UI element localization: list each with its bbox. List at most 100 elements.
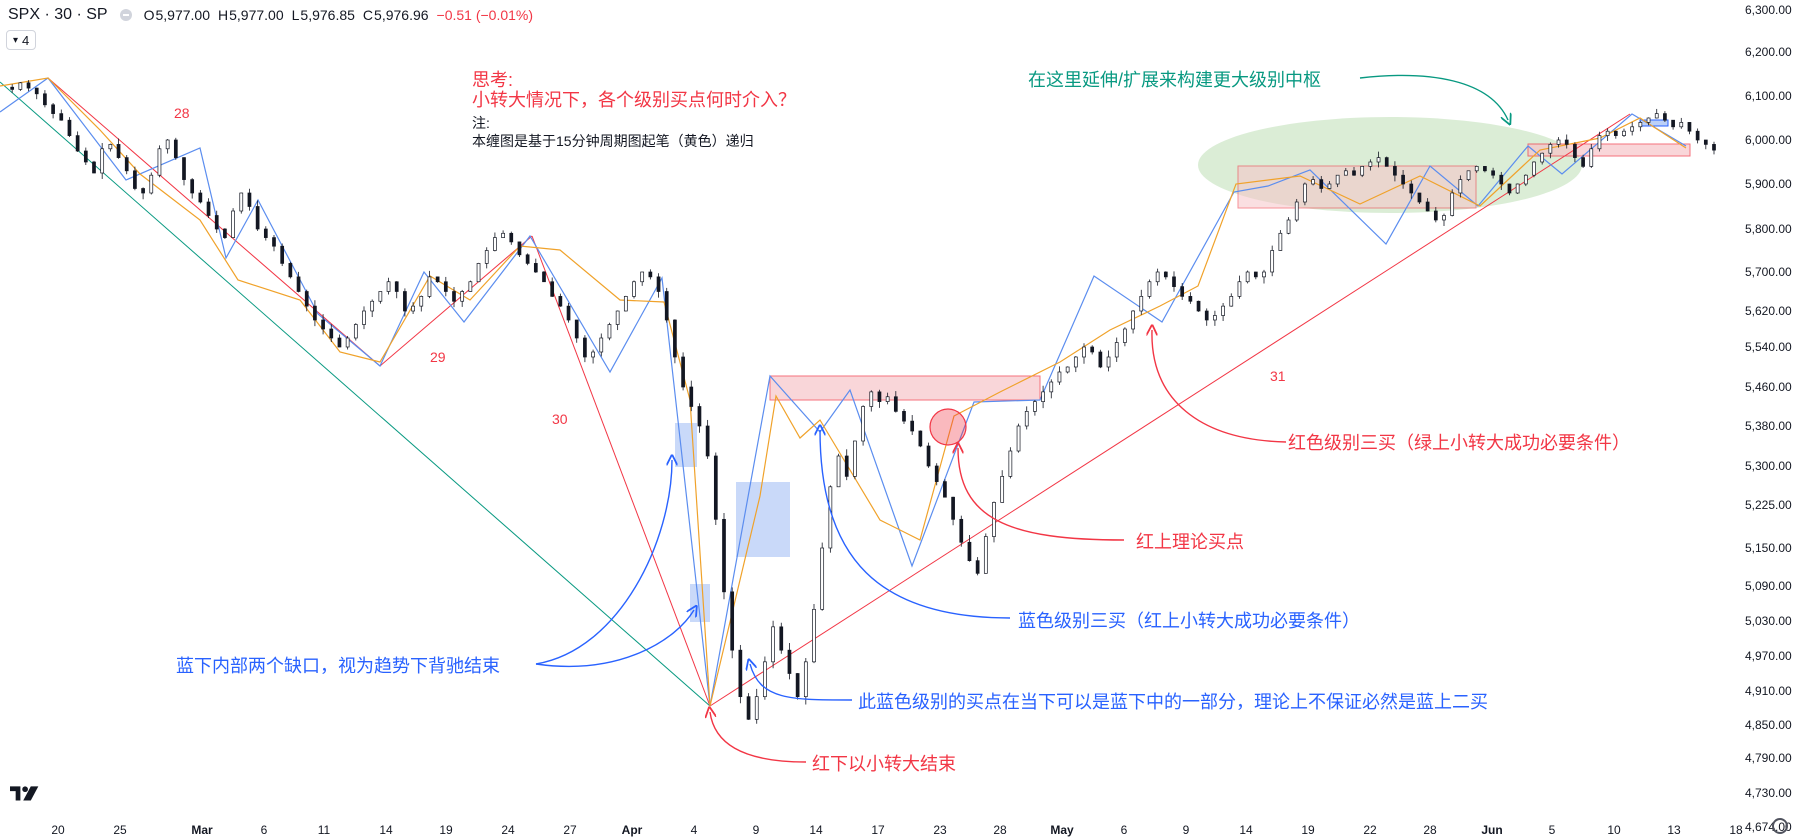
candle-body — [730, 591, 735, 651]
y-tick-label: 5,620.00 — [1745, 304, 1792, 318]
candle-body — [1123, 328, 1127, 343]
y-tick-label: 6,200.00 — [1745, 45, 1792, 59]
candle-body — [345, 337, 350, 348]
candle-body — [419, 296, 424, 307]
x-tick-label: May — [1050, 823, 1074, 837]
candle-body — [493, 237, 497, 251]
candle-body — [394, 281, 399, 292]
candle-body — [1229, 296, 1234, 307]
candle-body — [738, 649, 743, 698]
arrow-red-third-buy — [1152, 330, 1287, 443]
candle-body — [1671, 119, 1675, 128]
arrow-blue-gaps-1 — [535, 460, 672, 665]
candle-body — [1049, 381, 1054, 393]
candle-body — [550, 281, 555, 297]
candle-body — [1622, 130, 1626, 136]
candle-body — [1425, 201, 1430, 212]
green-extension-label: 在这里延伸/扩展来构建更大级别中枢 — [1028, 70, 1321, 90]
x-tick-label: Jun — [1481, 823, 1502, 837]
candle-body — [632, 281, 636, 297]
candle-body — [1090, 346, 1095, 353]
y-tick-label: 5,380.00 — [1745, 419, 1792, 433]
candle-body — [1712, 144, 1716, 151]
high-label: H — [217, 7, 229, 23]
candle-body — [787, 649, 792, 674]
candle-body — [820, 547, 825, 610]
candle-body — [1450, 192, 1455, 216]
candle-body — [443, 281, 448, 292]
candle-body — [795, 673, 800, 698]
candle-body — [1433, 210, 1438, 221]
candle-body — [34, 87, 39, 95]
candle-body — [836, 455, 841, 488]
symbol-title[interactable]: SPX · 30 · SP — [8, 6, 108, 23]
x-tick-label: 27 — [563, 823, 577, 837]
candle-body — [705, 425, 710, 457]
candle-body — [337, 337, 342, 348]
candle-body — [918, 430, 923, 447]
y-tick-label: 6,100.00 — [1745, 89, 1792, 103]
candle-body — [460, 291, 465, 302]
candle-body — [452, 291, 456, 302]
candle-body — [1573, 144, 1577, 158]
price-axis[interactable]: 6,300.00 6,200.00 6,100.00 6,000.00 5,900.00… — [1745, 3, 1792, 834]
candle-body — [1139, 296, 1144, 312]
candle-body — [1204, 310, 1209, 321]
green-trend-line — [0, 81, 711, 707]
candle-body — [272, 237, 276, 247]
candle-body — [599, 337, 604, 353]
candle-body — [362, 310, 366, 325]
candle-body — [1442, 215, 1446, 221]
candle-body — [190, 179, 195, 194]
indicator-count: 4 — [22, 32, 30, 48]
x-tick-label: 13 — [1667, 823, 1681, 837]
x-tick-label: 19 — [1301, 823, 1315, 837]
candle-body — [689, 386, 694, 407]
candle-body — [983, 536, 988, 574]
candle-body — [1065, 366, 1070, 373]
candle-body — [1327, 183, 1332, 189]
candle-body — [844, 455, 849, 477]
candle-body — [1523, 174, 1528, 185]
candle-body — [1098, 351, 1103, 368]
close-label: C — [362, 7, 374, 23]
candle-body — [59, 113, 64, 121]
candle-body — [133, 170, 137, 189]
candle-body — [100, 148, 105, 174]
candle-body — [67, 119, 72, 136]
candle-body — [910, 420, 915, 432]
candle-body — [1172, 276, 1176, 287]
y-tick-label: 5,300.00 — [1745, 459, 1792, 473]
candle-body — [1106, 356, 1111, 368]
candle-body — [902, 411, 906, 422]
candle-body — [321, 319, 325, 330]
arrow-red-theory-buy — [958, 448, 1125, 541]
candle-body — [1024, 411, 1029, 427]
low-label: L — [291, 7, 300, 23]
candle-body — [1499, 174, 1504, 185]
candle-body — [1613, 130, 1618, 136]
indicator-toggle-button[interactable]: ▾ 4 — [6, 30, 37, 50]
time-axis[interactable]: 20 25 Mar 6 11 14 19 24 27 Apr 4 9 14 17 23 28 May 6 9 14 19… — [51, 823, 1743, 837]
y-tick-label: 5,540.00 — [1745, 340, 1792, 354]
candle-body — [75, 135, 80, 152]
candle-body — [182, 157, 186, 180]
candle-body — [648, 271, 653, 278]
candle-body — [165, 139, 170, 150]
y-tick-label: 5,800.00 — [1745, 222, 1792, 236]
chevron-down-icon: ▾ — [13, 34, 19, 46]
candle-body — [1466, 170, 1471, 180]
candle-body — [263, 228, 268, 238]
candle-body — [934, 465, 939, 482]
tradingview-logo-icon[interactable] — [10, 784, 44, 802]
candle-body — [51, 104, 55, 114]
candle-body — [1654, 113, 1659, 119]
candle-body — [411, 305, 415, 312]
candle-body — [861, 406, 865, 442]
candle-body — [967, 541, 972, 562]
settings-gear-icon[interactable] — [1772, 818, 1788, 834]
candle-body — [803, 661, 808, 698]
red-theory-buy-circle — [929, 408, 967, 446]
candle-body — [1376, 157, 1381, 163]
